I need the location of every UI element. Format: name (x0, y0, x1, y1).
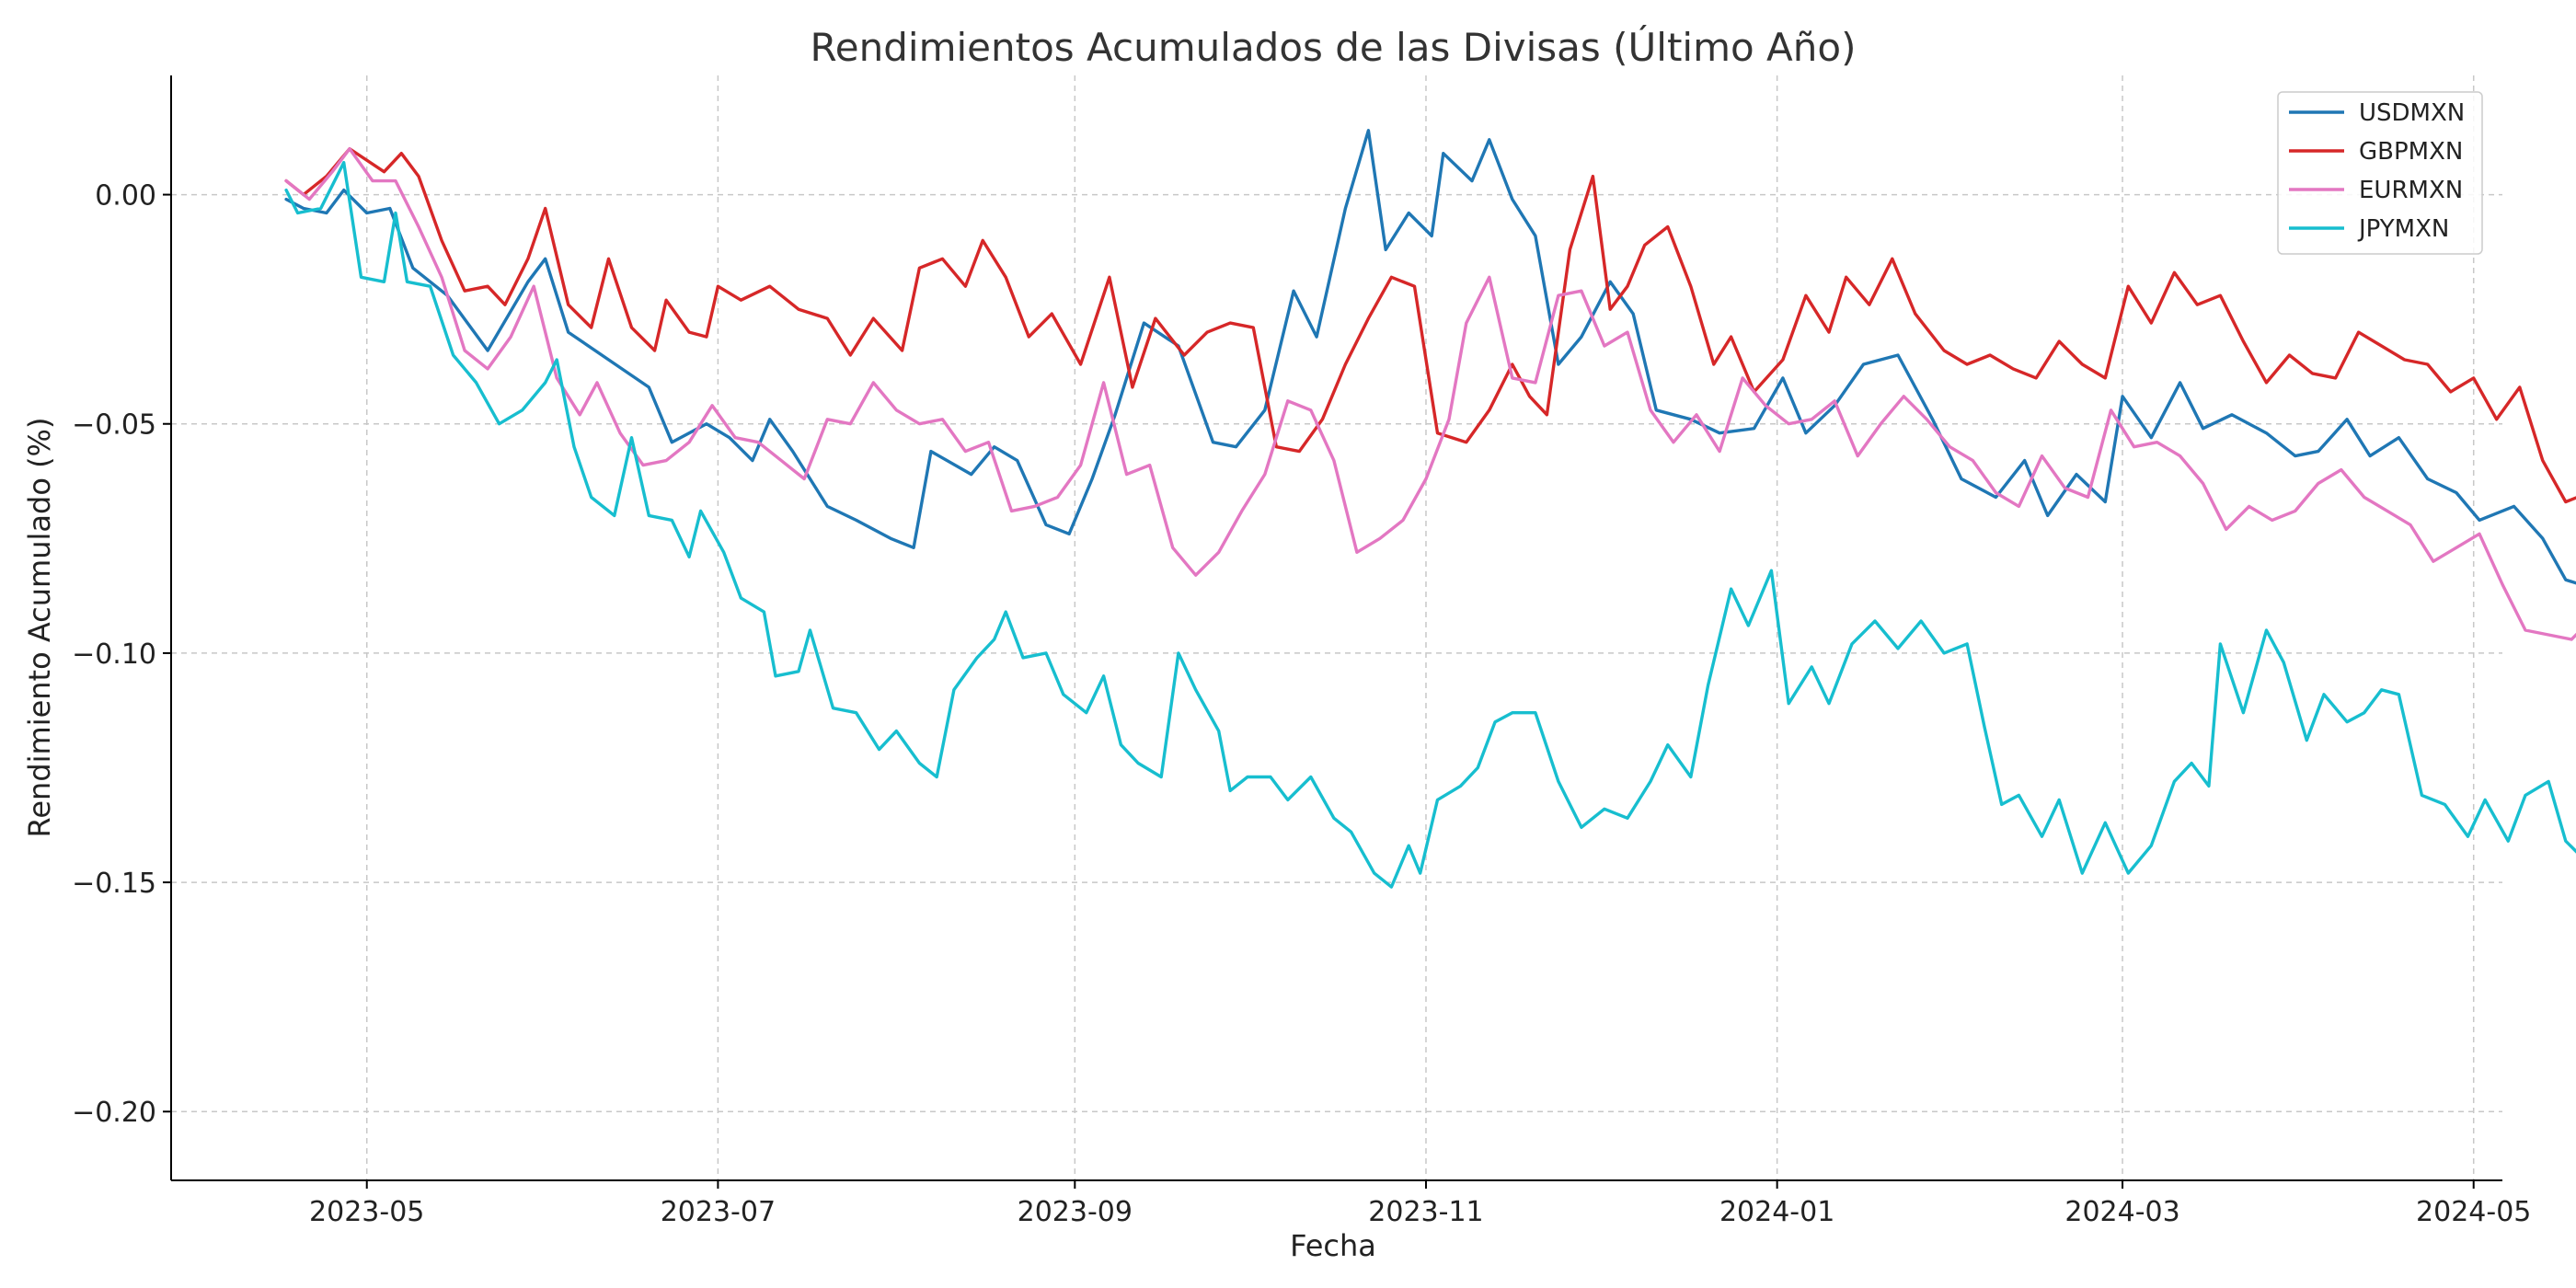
legend-box (2277, 91, 2483, 255)
x-tick-label: 2024-03 (2064, 1196, 2179, 1228)
legend-label-jpymxn: JPYMXN (2357, 215, 2449, 243)
series-line-eurmxn (284, 147, 2576, 641)
y-tick-label: −0.05 (72, 409, 156, 442)
y-axis-title: Rendimiento Acumulado (%) (22, 418, 57, 838)
x-tick-label: 2023-09 (1018, 1196, 1133, 1228)
grid (171, 75, 2502, 1180)
x-tick-label: 2023-11 (1368, 1196, 1483, 1228)
legend-label-gbpmxn: GBPMXN (2359, 138, 2463, 166)
x-tick-label: 2023-05 (309, 1196, 424, 1228)
x-ticks: 2023-05 2023-07 2023-09 2023-11 2024-01 2024-… (309, 1180, 2531, 1228)
series-line-jpymxn (284, 161, 2576, 889)
y-ticks: 0.00 −0.05 −0.10 −0.15 −0.20 (72, 180, 171, 1129)
series-line-usdmxn (284, 129, 2576, 585)
legend: USDMXN GBPMXN EURMXN JPYMXN (2277, 91, 2483, 255)
series-lines (284, 129, 2576, 889)
x-tick-label: 2024-01 (1719, 1196, 1834, 1228)
legend-label-eurmxn: EURMXN (2359, 177, 2463, 204)
x-tick-label: 2024-05 (2416, 1196, 2531, 1228)
chart-title: Rendimientos Acumulados de las Divisas (… (811, 24, 1857, 70)
x-tick-label: 2023-07 (661, 1196, 776, 1228)
y-tick-label: −0.15 (72, 868, 156, 900)
y-tick-label: −0.20 (72, 1097, 156, 1129)
axes (170, 75, 2502, 1181)
legend-label-usdmxn: USDMXN (2359, 99, 2465, 127)
y-tick-label: 0.00 (95, 180, 156, 213)
y-tick-label: −0.10 (72, 638, 156, 671)
x-axis-title: Fecha (1290, 1228, 1376, 1263)
